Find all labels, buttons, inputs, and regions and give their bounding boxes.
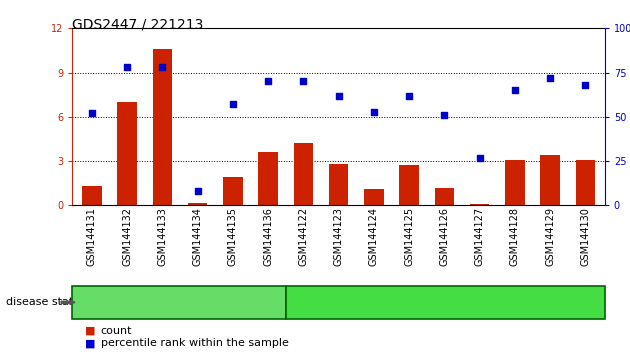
Point (299, 79, 309, 84)
Bar (576, 160, 595, 205)
Bar (258, 152, 278, 205)
Point (439, 112, 449, 118)
Bar (541, 155, 560, 205)
Point (87, 110, 97, 116)
Text: disease state: disease state (6, 297, 81, 307)
Text: ■: ■ (85, 338, 96, 348)
Point (510, 87, 520, 93)
Text: ■: ■ (85, 326, 96, 336)
Text: percentile rank within the sample: percentile rank within the sample (101, 338, 289, 348)
Bar (152, 49, 172, 205)
Bar (294, 143, 313, 205)
Point (122, 64, 132, 70)
Point (545, 75, 555, 81)
Text: control: control (426, 297, 464, 307)
Bar (329, 164, 348, 205)
Point (474, 155, 484, 160)
Bar (364, 189, 384, 205)
Bar (470, 204, 490, 205)
Point (333, 93, 343, 98)
Point (228, 102, 238, 107)
Bar (435, 188, 454, 205)
Text: nicotine dependence: nicotine dependence (120, 297, 238, 307)
Text: count: count (101, 326, 132, 336)
Bar (505, 160, 525, 205)
Bar (117, 102, 137, 205)
Point (158, 64, 168, 70)
Point (404, 93, 414, 98)
Bar (399, 165, 419, 205)
Bar (82, 186, 101, 205)
Point (580, 82, 590, 88)
Bar (223, 177, 243, 205)
Bar (188, 203, 207, 205)
Text: GDS2447 / 221213: GDS2447 / 221213 (72, 18, 204, 32)
Point (369, 109, 379, 114)
Point (193, 188, 203, 194)
Point (263, 79, 273, 84)
